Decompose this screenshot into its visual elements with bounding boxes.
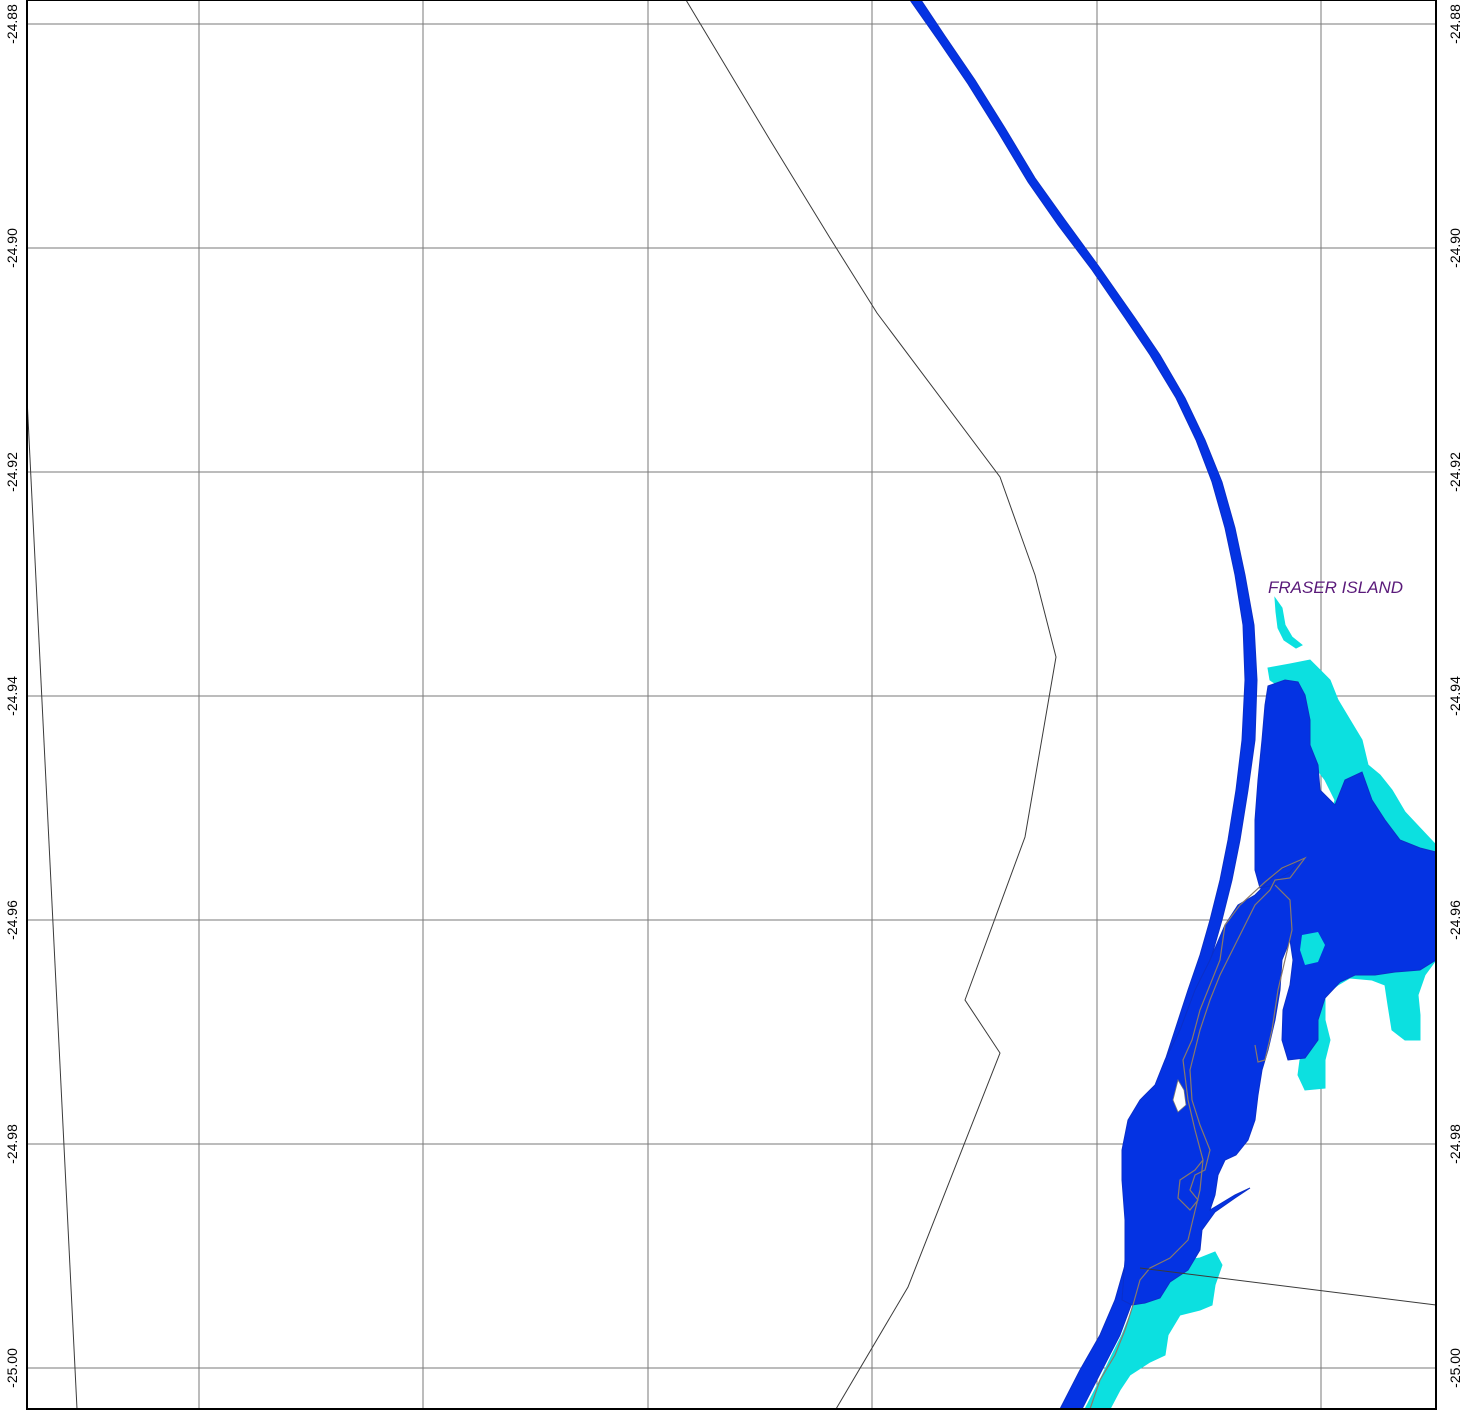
latitude-label: -25.00 (1447, 1348, 1463, 1388)
place-label-fraser-island: FRASER ISLAND (1268, 578, 1403, 597)
latitude-label: -24.98 (4, 1124, 20, 1164)
latitude-labels-left: -24.88 -24.90 -24.92 -24.94 -24.96 -24.9… (4, 4, 20, 1388)
latitude-label: -24.90 (4, 228, 20, 268)
shallow-water-shape (1084, 1251, 1223, 1410)
latitude-labels-right: -24.88 -24.90 -24.92 -24.94 -24.96 -24.9… (1447, 4, 1463, 1388)
shallow-patch (1300, 932, 1325, 965)
survey-outline (1254, 884, 1293, 1063)
latitude-label: -24.88 (1447, 4, 1463, 44)
latitude-label: -24.96 (4, 900, 20, 940)
south-boundary-line (1139, 1267, 1437, 1306)
west-boundary-line (26, 397, 78, 1410)
latitude-label: -25.00 (4, 1348, 20, 1388)
land-cutout (1172, 1078, 1187, 1113)
latitude-label: -24.90 (1447, 228, 1463, 268)
boundary-lines (26, 0, 1437, 1410)
latitude-label: -24.94 (1447, 676, 1463, 716)
shallow-water-shape (1274, 596, 1303, 649)
graticule-grid (27, 0, 1436, 1409)
latitude-label: -24.88 (4, 4, 20, 44)
island-shape (1172, 1078, 1187, 1113)
shallow-water-shape (1300, 932, 1325, 965)
survey-outline (1089, 1159, 1204, 1410)
latitude-label: -24.92 (4, 452, 20, 492)
latitude-label: -24.94 (4, 676, 20, 716)
map-border (26, 0, 1437, 1410)
latitude-label: -24.92 (1447, 452, 1463, 492)
latitude-label: -24.96 (1447, 900, 1463, 940)
latitude-label: -24.98 (1447, 1124, 1463, 1164)
offshore-boundary-line (685, 0, 1057, 1410)
